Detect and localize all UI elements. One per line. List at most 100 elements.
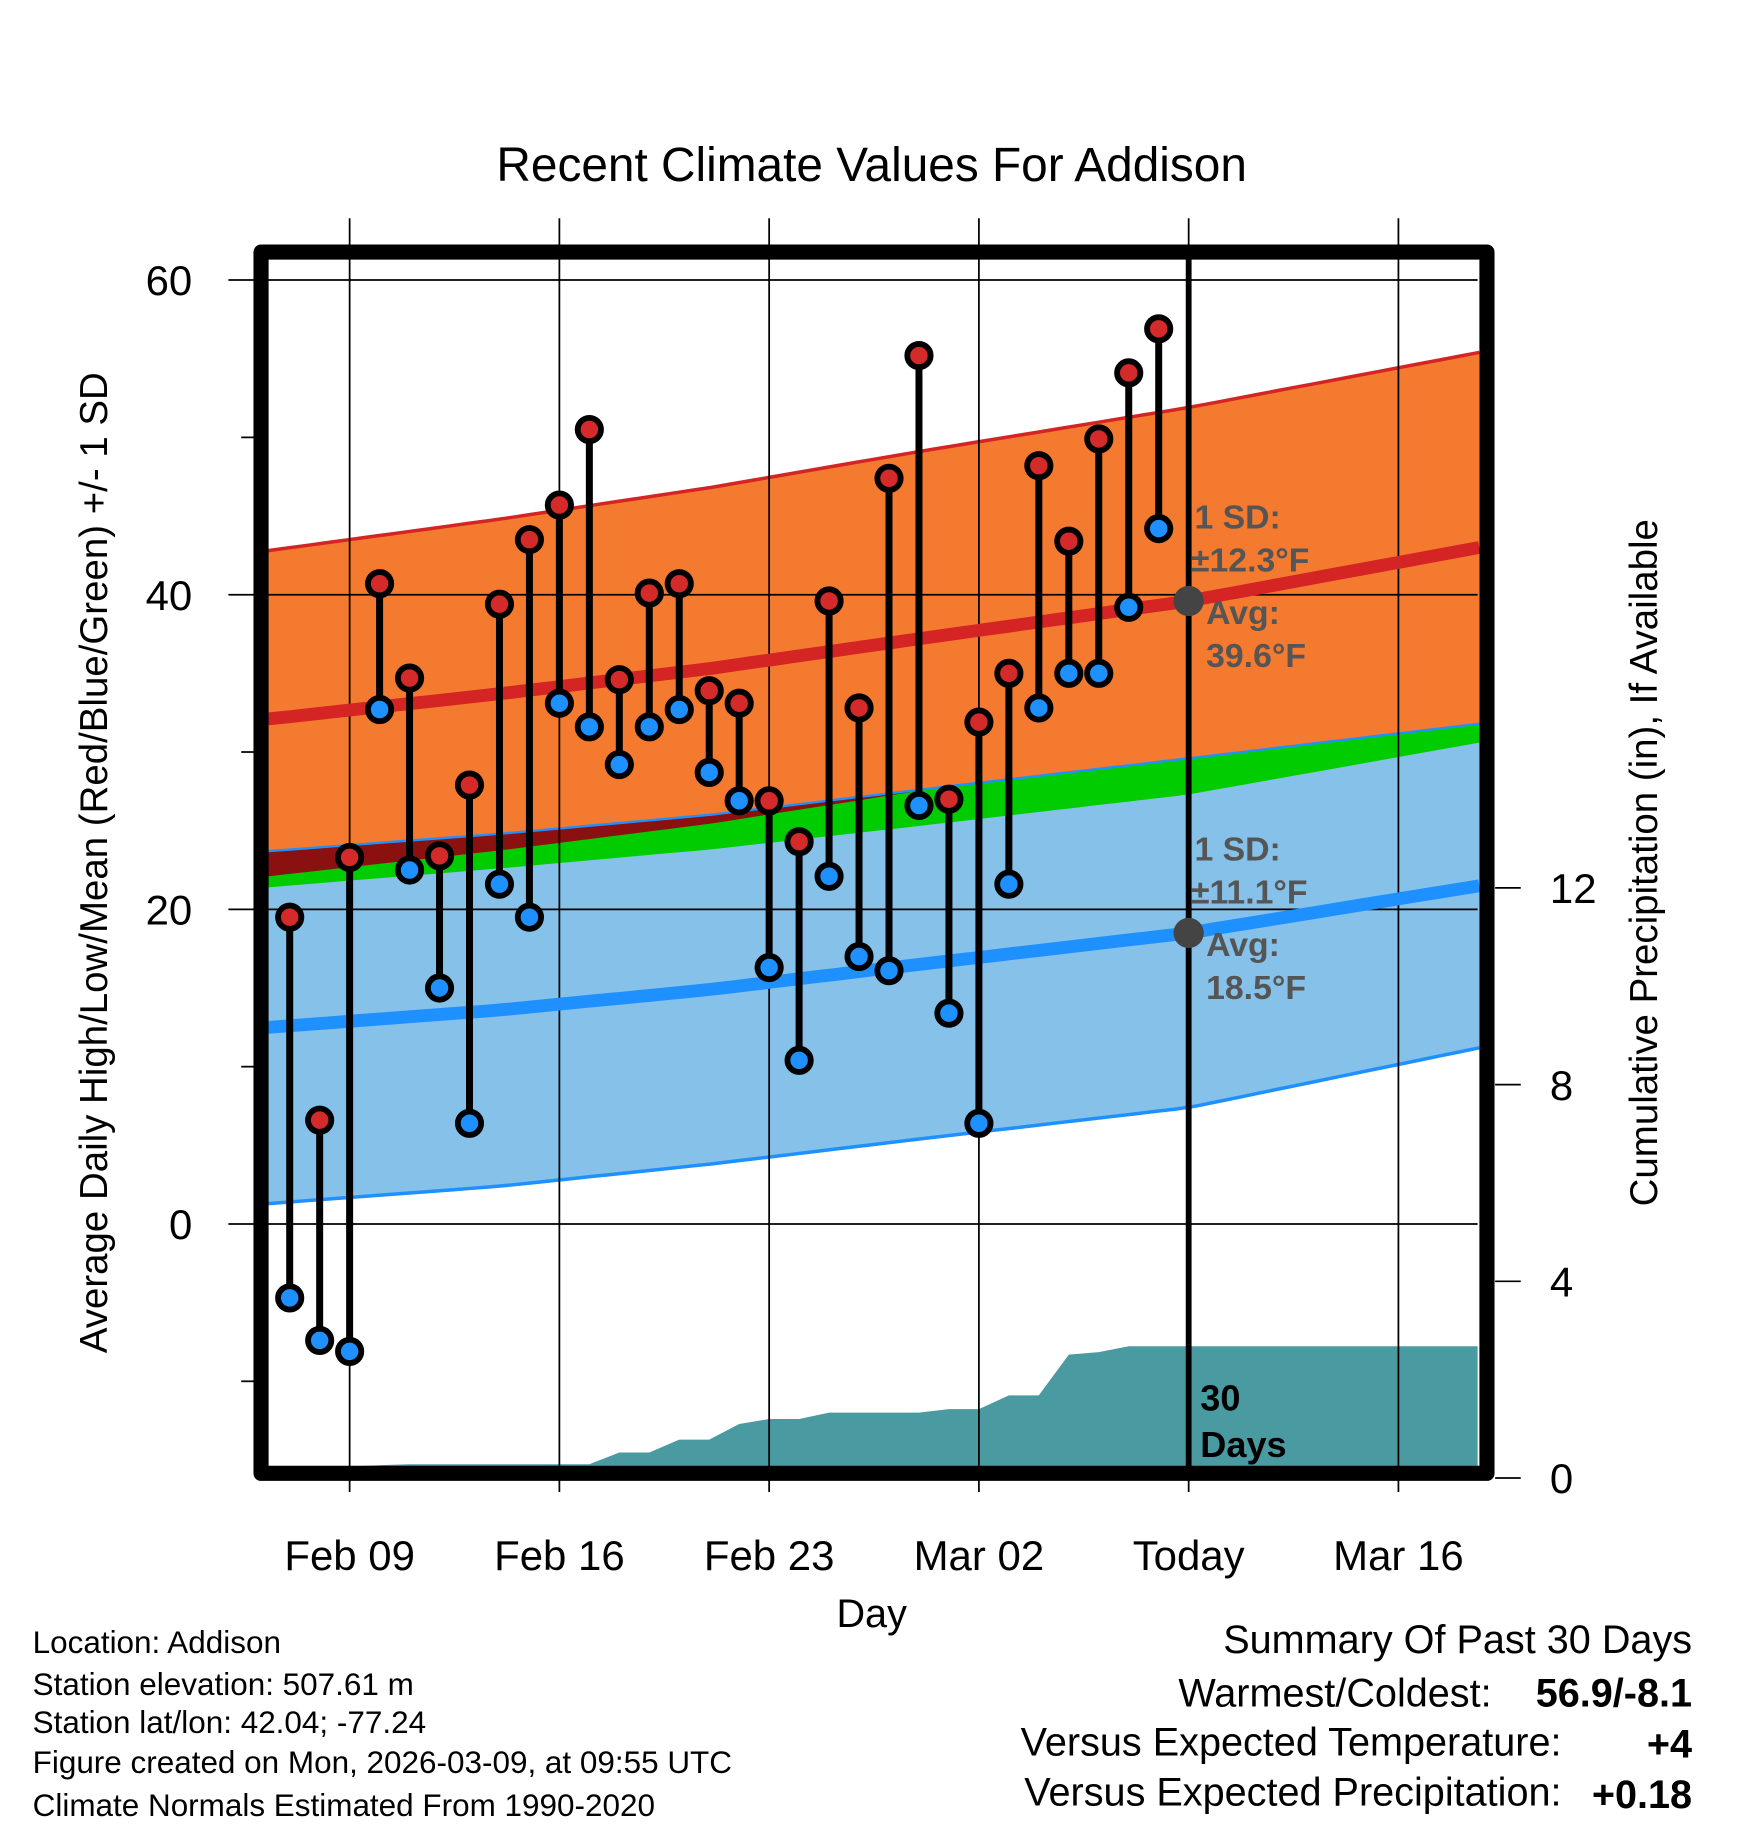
low-point bbox=[514, 902, 544, 932]
low-point bbox=[544, 688, 574, 718]
low-point bbox=[604, 750, 634, 780]
today-avg-high-dot bbox=[1173, 585, 1204, 617]
summary-title: Summary Of Past 30 Days bbox=[1223, 1618, 1692, 1662]
low-point bbox=[1054, 658, 1084, 688]
high-point bbox=[365, 569, 395, 599]
high-point bbox=[1144, 314, 1174, 344]
today-line bbox=[1173, 259, 1204, 1467]
x-tick-label: Mar 16 bbox=[1333, 1532, 1464, 1579]
high-point bbox=[394, 663, 425, 693]
temp-vs-expected-value: +4 bbox=[1647, 1723, 1692, 1767]
high-sd-label: 1 SD: bbox=[1194, 498, 1280, 536]
low-point bbox=[275, 1283, 305, 1313]
elevation-text: Station elevation: 507.61 m bbox=[33, 1667, 414, 1702]
high-point bbox=[694, 676, 724, 706]
high-point bbox=[964, 707, 994, 737]
created-text: Figure created on Mon, 2026-03-09, at 09… bbox=[33, 1745, 732, 1780]
x-tick-label: Today bbox=[1133, 1532, 1245, 1579]
low-point bbox=[335, 1336, 365, 1366]
location-text: Location: Addison bbox=[33, 1625, 281, 1660]
precip-vs-expected-value: +0.18 bbox=[1592, 1773, 1692, 1817]
high-point bbox=[424, 841, 455, 871]
low-avg-label: Avg: bbox=[1206, 926, 1280, 964]
high-point bbox=[484, 589, 515, 619]
low-point bbox=[664, 694, 694, 725]
low-point bbox=[694, 757, 724, 788]
low-point bbox=[574, 712, 604, 742]
x-tick-label: Feb 09 bbox=[284, 1532, 415, 1579]
high-point bbox=[604, 665, 634, 695]
high-point bbox=[544, 490, 574, 520]
low-point bbox=[484, 869, 515, 899]
annotations: 1 SD: ±12.3°F Avg: 39.6°F 1 SD: ±11.1°F … bbox=[1191, 498, 1309, 1465]
low-point bbox=[754, 952, 784, 983]
y-tick-label: 20 bbox=[146, 886, 193, 933]
high-point bbox=[874, 463, 904, 493]
high-point bbox=[934, 784, 964, 814]
low-point bbox=[1114, 592, 1144, 622]
high-point bbox=[814, 586, 844, 616]
low-point bbox=[365, 694, 395, 725]
high-sd-band bbox=[268, 352, 1480, 888]
today-avg-low-dot bbox=[1173, 917, 1204, 949]
y2-tick-label: 8 bbox=[1550, 1062, 1573, 1109]
y-tick-label: 40 bbox=[146, 572, 193, 619]
precip-vs-expected-label: Versus Expected Precipitation: bbox=[1024, 1770, 1561, 1814]
y-axis-label: Average Daily High/Low/Mean (Red/Blue/Gr… bbox=[73, 372, 116, 1353]
low-point bbox=[964, 1108, 994, 1138]
warmest-coldest-value: 56.9/-8.1 bbox=[1536, 1671, 1692, 1715]
low-point bbox=[634, 712, 664, 742]
latlon-text: Station lat/lon: 42.04; -77.24 bbox=[33, 1705, 426, 1740]
high-sd-upper-line bbox=[267, 350, 1480, 553]
high-sd-value: ±12.3°F bbox=[1191, 541, 1309, 579]
summary-panel: Summary Of Past 30 Days Warmest/Coldest:… bbox=[1021, 1618, 1692, 1817]
y2-tick-label: 0 bbox=[1550, 1455, 1573, 1502]
high-point bbox=[784, 827, 814, 857]
high-point bbox=[574, 414, 604, 445]
low-sd-label: 1 SD: bbox=[1194, 830, 1280, 868]
low-point bbox=[1084, 658, 1114, 688]
high-point bbox=[1084, 424, 1114, 454]
y2-tick-label: 4 bbox=[1550, 1258, 1573, 1305]
low-point bbox=[1144, 514, 1174, 544]
x-tick-label: Feb 23 bbox=[704, 1532, 835, 1579]
daily-high-low-marks bbox=[275, 314, 1174, 1366]
low-point bbox=[394, 855, 425, 885]
normal-bands bbox=[267, 350, 1480, 1206]
low-point bbox=[1024, 693, 1054, 723]
high-point bbox=[275, 902, 305, 932]
low-point bbox=[934, 998, 964, 1028]
high-point bbox=[994, 658, 1024, 688]
warmest-coldest-label: Warmest/Coldest: bbox=[1178, 1671, 1491, 1715]
x-axis-label: Day bbox=[836, 1592, 907, 1636]
y2-axis-label: Cumulative Precipitation (in), If Availa… bbox=[1623, 519, 1666, 1206]
low-point bbox=[874, 956, 904, 986]
avg-high-line bbox=[267, 541, 1481, 726]
low-point bbox=[424, 973, 455, 1003]
high-point bbox=[305, 1105, 335, 1135]
high-point bbox=[1054, 526, 1084, 556]
high-avg-value: 39.6°F bbox=[1206, 637, 1306, 675]
normals-text: Climate Normals Estimated From 1990-2020 bbox=[33, 1788, 655, 1823]
precip-area bbox=[289, 1346, 1478, 1467]
high-point bbox=[844, 693, 874, 723]
overlap-band bbox=[268, 723, 1480, 888]
low-point bbox=[994, 869, 1024, 899]
station-info: Location: Addison Station elevation: 507… bbox=[33, 1625, 732, 1823]
high-point bbox=[754, 786, 784, 816]
high-point bbox=[904, 341, 934, 371]
low-sd-lower-line bbox=[268, 1046, 1480, 1206]
high-point bbox=[664, 569, 694, 599]
high-point bbox=[335, 842, 365, 872]
precipitation-area bbox=[289, 1346, 1478, 1467]
low-point bbox=[844, 941, 874, 972]
days-word: Days bbox=[1200, 1424, 1286, 1465]
high-point bbox=[1114, 358, 1144, 388]
plot-frame bbox=[253, 244, 1495, 1481]
high-point bbox=[634, 578, 664, 608]
low-point bbox=[814, 861, 844, 891]
chart-title: Recent Climate Values For Addison bbox=[496, 139, 1246, 192]
dark-band bbox=[268, 723, 1480, 877]
high-point bbox=[454, 770, 485, 800]
